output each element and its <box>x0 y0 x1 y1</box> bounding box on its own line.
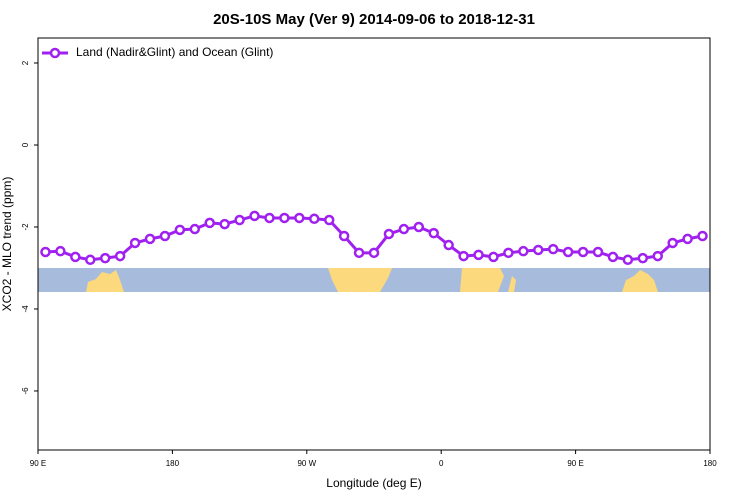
data-point <box>518 245 529 257</box>
data-point <box>309 213 320 225</box>
data-point <box>637 252 649 264</box>
y-axis-label: XCO2 - MLO trend (ppm) <box>0 177 14 312</box>
data-point <box>204 217 215 229</box>
land <box>328 268 392 292</box>
data-point <box>338 230 350 242</box>
data-point <box>697 230 708 242</box>
x-tick-label: 180 <box>166 459 180 468</box>
land <box>460 268 504 292</box>
data-point <box>562 246 574 258</box>
data-point <box>488 251 499 263</box>
data-point <box>503 247 514 259</box>
data-point <box>428 227 439 239</box>
data-point <box>99 252 111 264</box>
data-point <box>234 214 245 226</box>
data-point <box>114 250 126 262</box>
y-tick-label: -6 <box>21 387 30 395</box>
data-point <box>383 228 395 240</box>
y-tick-label: 0 <box>21 142 30 147</box>
y-tick-label: 2 <box>21 60 30 65</box>
land-ocean-map <box>38 268 710 292</box>
data-point <box>473 249 484 261</box>
data-point <box>607 251 619 263</box>
data-point <box>219 218 230 230</box>
y-tick-label: -4 <box>21 305 30 313</box>
x-tick-label: 180 <box>703 459 717 468</box>
plot-frame <box>37 37 711 451</box>
data-point <box>443 239 454 251</box>
data-point <box>458 250 469 262</box>
data-point <box>249 210 260 222</box>
data-point <box>129 237 141 249</box>
x-tick-label: 0 <box>439 459 444 468</box>
data-point <box>413 221 425 233</box>
data-point <box>368 247 380 259</box>
land <box>86 270 124 292</box>
x-tick-label: 90 E <box>567 459 583 468</box>
chart-title: 20S-10S May (Ver 9) 2014-09-06 to 2018-1… <box>213 11 535 28</box>
data-point <box>70 251 81 263</box>
x-axis-label: Longitude (deg E) <box>326 476 421 490</box>
data-point <box>577 246 589 258</box>
data-point <box>144 233 156 245</box>
data-point <box>40 246 51 258</box>
data-point <box>353 247 365 259</box>
data-point <box>533 244 544 256</box>
data-point <box>652 250 663 262</box>
data-point <box>294 212 305 224</box>
land <box>508 276 516 292</box>
data-point <box>264 212 275 224</box>
data-point <box>323 214 335 226</box>
x-tick-label: 90 E <box>30 459 46 468</box>
data-point <box>174 224 186 236</box>
data-point <box>667 237 678 249</box>
data-point <box>682 233 693 245</box>
legend-marker <box>49 47 61 59</box>
data-point <box>592 246 604 258</box>
data-point <box>279 212 290 224</box>
y-tick-label: -2 <box>21 223 30 231</box>
data-point <box>189 223 201 235</box>
data-point <box>85 254 96 266</box>
data-point <box>55 245 66 257</box>
data-point <box>159 230 171 242</box>
data-point <box>398 223 410 235</box>
data-point <box>622 254 634 266</box>
land <box>622 270 658 292</box>
legend-label: Land (Nadir&Glint) and Ocean (Glint) <box>76 45 273 59</box>
x-tick-label: 90 W <box>297 459 316 468</box>
data-point <box>547 243 559 255</box>
